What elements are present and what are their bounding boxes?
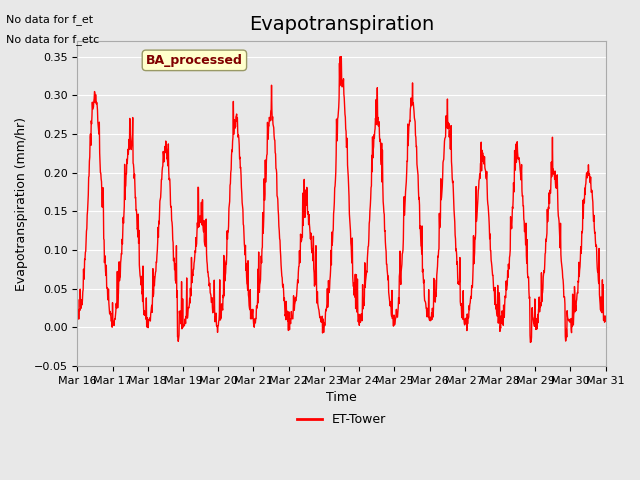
Legend: ET-Tower: ET-Tower bbox=[292, 408, 391, 431]
Title: Evapotranspiration: Evapotranspiration bbox=[249, 15, 434, 34]
Y-axis label: Evapotranspiration (mm/hr): Evapotranspiration (mm/hr) bbox=[15, 117, 28, 290]
Text: BA_processed: BA_processed bbox=[146, 54, 243, 67]
Text: No data for f_etc: No data for f_etc bbox=[6, 34, 100, 45]
X-axis label: Time: Time bbox=[326, 391, 357, 404]
Text: No data for f_et: No data for f_et bbox=[6, 14, 93, 25]
